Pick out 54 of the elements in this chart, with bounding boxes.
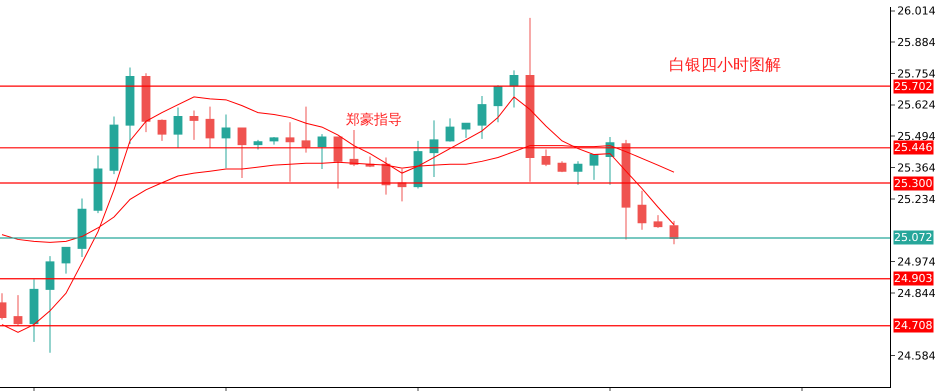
candlestick [446, 118, 454, 142]
candlestick [222, 114, 230, 169]
candlestick [590, 154, 598, 180]
candlestick [654, 214, 662, 228]
candlestick [270, 136, 278, 146]
y-tick-label: 24.974 [897, 255, 936, 268]
candlestick [238, 128, 246, 178]
candlestick [318, 134, 326, 170]
candlestick [302, 106, 310, 154]
candlestick [510, 70, 518, 108]
candlestick [414, 140, 422, 190]
candlestick [62, 246, 70, 274]
candlestick [494, 84, 502, 123]
ref-line-label: 25.446 [894, 141, 932, 154]
ref-line-label: 25.702 [894, 80, 932, 93]
candlestick [158, 118, 166, 142]
annotation: 郑豪指导 [346, 112, 402, 128]
candlestick [558, 160, 566, 173]
y-tick-label: 25.364 [897, 161, 936, 174]
candlestick [462, 122, 470, 138]
candlestick [14, 294, 22, 326]
ref-line-label: 25.072 [894, 231, 932, 244]
candlestick [574, 160, 582, 186]
candlestick [46, 256, 54, 354]
candlestick [622, 139, 630, 240]
y-tick-label: 24.844 [897, 286, 936, 300]
candlestick [334, 136, 342, 190]
ref-line-label: 24.708 [894, 319, 932, 332]
annotation: 白银四小时图解 [669, 55, 781, 74]
candlestick [382, 156, 390, 196]
candlestick [638, 190, 646, 230]
candlestick [526, 17, 534, 182]
y-tick-label: 26.014 [897, 4, 936, 18]
ref-line-label: 24.903 [894, 272, 932, 285]
candlestick [206, 106, 214, 148]
y-tick-label: 25.624 [897, 98, 936, 112]
y-tick-label: 24.584 [897, 350, 936, 362]
ref-line-label: 25.300 [894, 177, 932, 190]
candlestick [478, 95, 486, 140]
candlestick [542, 149, 550, 167]
y-tick-label: 25.754 [897, 67, 936, 80]
candlestick [174, 107, 182, 148]
candlestick [30, 278, 38, 342]
candlestick [126, 67, 134, 144]
candlestick [190, 110, 198, 140]
candlestick [286, 122, 294, 182]
y-tick-label: 25.234 [897, 192, 936, 206]
candlestick [94, 155, 102, 214]
candlestick [670, 220, 678, 245]
candlestick [110, 116, 118, 175]
y-tick-label: 25.494 [897, 130, 936, 144]
candlestick [142, 72, 150, 133]
candlestick [430, 120, 438, 178]
y-tick-label: 25.884 [897, 36, 936, 50]
